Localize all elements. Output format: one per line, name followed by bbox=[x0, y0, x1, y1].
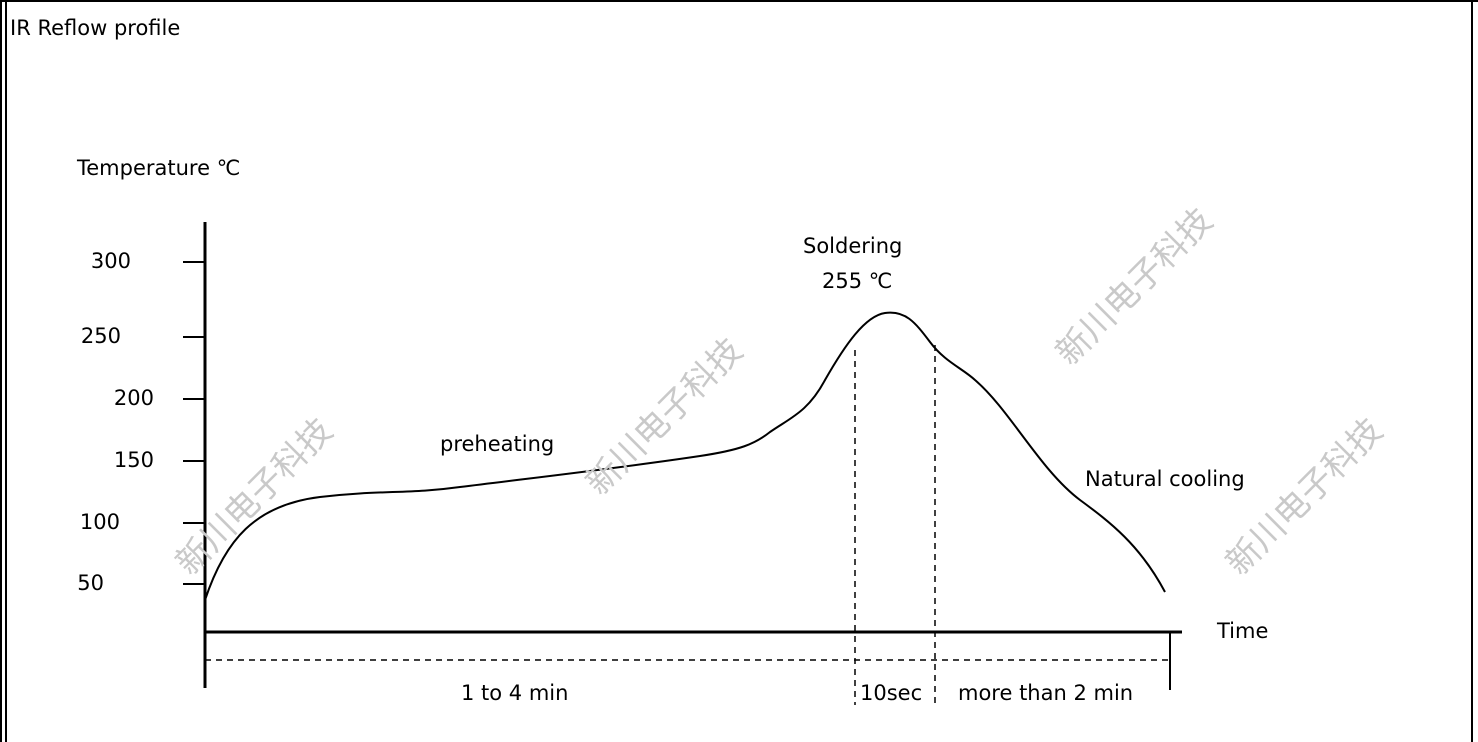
soldering-duration: 10sec bbox=[860, 681, 923, 705]
y-axis-label: Temperature ℃ bbox=[77, 156, 241, 180]
cooling-duration: more than 2 min bbox=[958, 681, 1134, 705]
y-tick-label-300: 300 bbox=[90, 249, 131, 273]
y-tick-label-250: 250 bbox=[80, 324, 121, 348]
y-tick-marks bbox=[183, 261, 205, 585]
preheat-duration: 1 to 4 min bbox=[461, 681, 569, 705]
y-tick-label-150: 150 bbox=[113, 448, 154, 472]
soldering-annotation: Soldering bbox=[803, 234, 903, 258]
y-tick-label-100: 100 bbox=[79, 510, 120, 534]
cooling-annotation: Natural cooling bbox=[1085, 467, 1245, 491]
x-axis-label: Time bbox=[1217, 619, 1269, 643]
soldering-peak-annotation: 255 ℃ bbox=[822, 269, 893, 293]
y-tick-label-50: 50 bbox=[77, 571, 104, 595]
y-tick-label-200: 200 bbox=[113, 386, 154, 410]
reflow-profile-curve bbox=[204, 311, 1166, 601]
preheating-annotation: preheating bbox=[440, 432, 555, 456]
dashed-guides bbox=[205, 345, 1170, 705]
chart-title: IR Reflow profile bbox=[10, 16, 181, 40]
